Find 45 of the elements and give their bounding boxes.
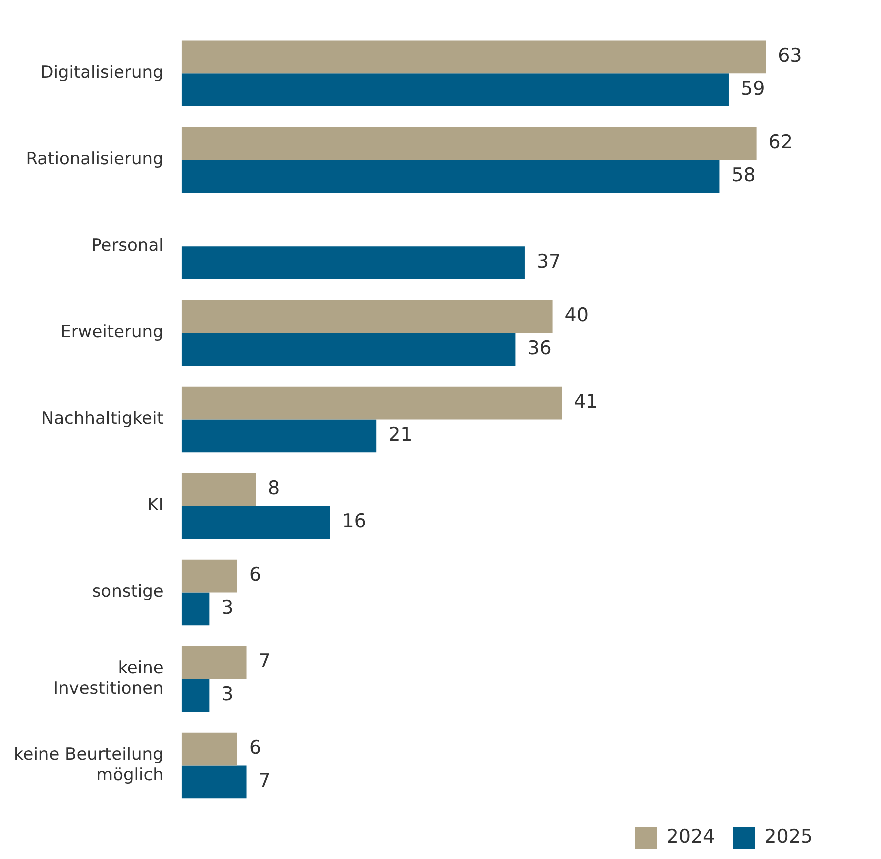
bar (182, 246, 525, 280)
bar (182, 333, 516, 366)
bar (182, 386, 562, 420)
data-label: 62 (768, 132, 793, 154)
data-label: 58 (732, 164, 756, 187)
y-tick-label: Rationalisierung (26, 150, 164, 170)
legend-label: 2025 (764, 826, 814, 848)
bar (182, 40, 766, 74)
bar (182, 646, 247, 680)
data-label: 16 (342, 510, 366, 533)
bar (182, 592, 210, 626)
bar (182, 766, 247, 799)
y-tick-label: Digitalisierung (40, 63, 164, 84)
data-label: 3 (222, 597, 234, 620)
data-label: 41 (574, 391, 598, 414)
data-label: 21 (388, 424, 413, 446)
data-label: 3 (222, 684, 234, 706)
bar (182, 74, 729, 107)
bar (182, 732, 238, 766)
data-label: 59 (740, 78, 766, 100)
y-tick-label: KI (148, 496, 164, 516)
data-label: 63 (778, 45, 802, 68)
y-tick-label: keine Beurteilung möglich (14, 744, 164, 786)
y-tick-label: keine Investitionen (53, 658, 164, 699)
bar (182, 560, 238, 593)
bar (182, 300, 553, 334)
data-label: 7 (258, 650, 271, 673)
bar (182, 679, 210, 712)
bar (182, 160, 720, 194)
bar (182, 506, 330, 540)
data-label: 36 (528, 338, 552, 360)
legend-label: 2024 (666, 826, 716, 848)
data-label: 6 (249, 564, 262, 586)
data-label: 40 (564, 304, 589, 327)
y-tick-label: Nachhaltigkeit (41, 409, 164, 430)
bar (182, 473, 256, 506)
bar (182, 127, 757, 160)
data-label: 37 (536, 251, 562, 274)
data-label: 6 (249, 737, 262, 760)
data-label: 8 (268, 478, 280, 500)
y-tick-label: sonstige (92, 582, 164, 602)
bar (182, 420, 377, 453)
y-tick-label: Erweiterung (60, 322, 164, 343)
y-tick-label: Personal (92, 236, 164, 256)
data-label: 7 (258, 770, 271, 792)
